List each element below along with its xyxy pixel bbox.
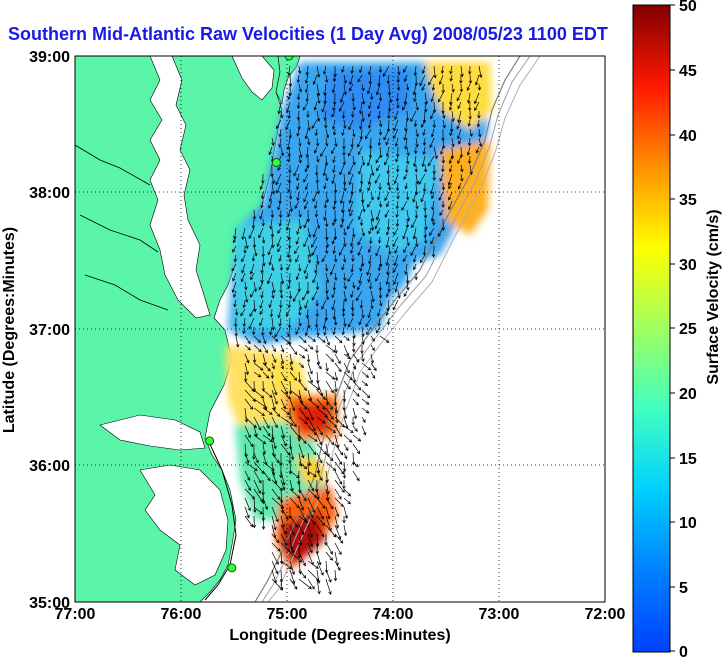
colorbar-tick: 45 [679, 63, 697, 80]
colorbar-tick: 25 [679, 321, 697, 338]
colorbar-label: Surface Velocity (cm/s) [705, 209, 722, 384]
x-tick: 76:00 [161, 606, 202, 623]
colorbar-tick: 10 [679, 515, 697, 532]
colorbar-tick: 5 [679, 580, 688, 597]
y-axis-label: Latitude (Degrees:Minutes) [1, 227, 18, 433]
colorbar-tick: 30 [679, 257, 697, 274]
colorbar-ticks: 50 45 40 35 30 25 20 15 10 5 0 [679, 0, 697, 659]
y-tick: 35:00 [29, 595, 70, 612]
y-tick: 37:00 [29, 322, 70, 339]
colorbar-tick: 20 [679, 386, 697, 403]
station-marker [228, 564, 236, 572]
y-tick: 38:00 [29, 185, 70, 202]
x-tick: 73:00 [479, 606, 520, 623]
map-title: Southern Mid-Atlantic Raw Velocities (1 … [8, 24, 608, 44]
y-tick: 39:00 [29, 49, 70, 66]
x-tick: 74:00 [373, 606, 414, 623]
x-axis-label: Longitude (Degrees:Minutes) [229, 627, 450, 644]
colorbar [633, 5, 670, 652]
x-axis: 77:00 76:00 75:00 74:00 73:00 72:00 Long… [55, 606, 626, 644]
colorbar-tick: 35 [679, 192, 697, 209]
colorbar-tick: 15 [679, 451, 697, 468]
colorbar-tick-marks [670, 5, 675, 651]
colorbar-tick: 50 [679, 0, 697, 15]
x-tick: 75:00 [267, 606, 308, 623]
x-tick: 72:00 [585, 606, 626, 623]
y-axis: 39:00 38:00 37:00 36:00 35:00 [29, 49, 70, 612]
station-marker [272, 158, 280, 166]
colorbar-tick: 40 [679, 128, 697, 145]
station-marker [206, 437, 214, 445]
y-tick: 36:00 [29, 458, 70, 475]
colorbar-tick: 0 [679, 644, 688, 659]
